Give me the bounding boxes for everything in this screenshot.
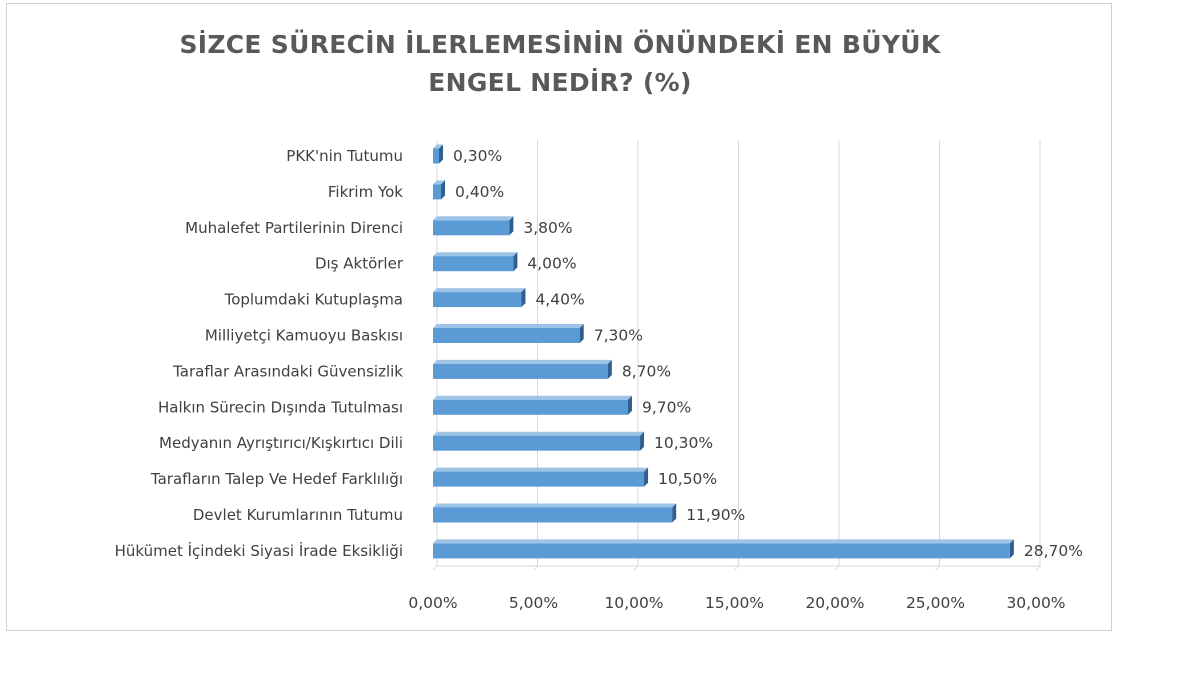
bar-front-8	[433, 435, 641, 451]
category-label-10: Devlet Kurumlarının Tutumu	[193, 506, 403, 524]
bar-top-9	[433, 467, 649, 472]
bar-9	[433, 467, 649, 487]
value-label-10: 11,90%	[686, 506, 745, 524]
bar-front-2	[433, 220, 510, 236]
bar-side-10	[672, 503, 677, 523]
value-label-5: 7,30%	[594, 327, 643, 345]
x-tick-label-3: 15,00%	[705, 594, 764, 612]
value-labels: 0,30% 0,40% 3,80% 4,00% 4,40% 7,30% 8,70% 9,70%…	[453, 147, 1083, 560]
value-label-3: 4,00%	[527, 255, 576, 273]
bar-8	[433, 431, 645, 451]
bar-side-2	[509, 216, 514, 236]
value-label-8: 10,30%	[654, 434, 713, 452]
value-label-11: 28,70%	[1024, 542, 1083, 560]
value-label-0: 0,30%	[453, 147, 502, 165]
x-axis-ticks: 0,00% 5,00% 10,00% 15,00% 20,00% 25,00% 30,00%	[408, 594, 1065, 612]
category-label-7: Halkın Sürecin Dışında Tutulması	[158, 398, 403, 416]
chart-title: SİZCE SÜRECİN İLERLEMESİNİN ÖNÜNDEKİ EN …	[7, 26, 1113, 102]
x-tick-label-2: 10,00%	[604, 594, 663, 612]
bar-top-10	[433, 503, 677, 508]
bars	[433, 144, 1014, 559]
bar-front-6	[433, 363, 608, 379]
value-label-7: 9,70%	[642, 398, 691, 416]
category-label-6: Taraflar Arasındaki Güvensizlik	[172, 362, 403, 380]
x-tick-label-1: 5,00%	[509, 594, 558, 612]
bar-side-7	[627, 395, 632, 415]
bar-side-4	[521, 288, 526, 308]
bar-front-1	[433, 184, 442, 200]
category-label-4: Toplumdaki Kutuplaşma	[224, 291, 403, 309]
bar-1	[433, 180, 446, 200]
x-tick-label-5: 25,00%	[906, 594, 965, 612]
x-tick-label-4: 20,00%	[805, 594, 864, 612]
bar-top-4	[433, 288, 526, 293]
gridline-foot-1	[533, 565, 538, 571]
gridline-foot-6	[1035, 565, 1041, 571]
category-label-8: Medyanın Ayrıştırıcı/Kışkırtıcı Dili	[159, 434, 403, 452]
bar-front-3	[433, 256, 514, 272]
bar-top-5	[433, 324, 584, 328]
bar-top-1	[433, 180, 446, 185]
value-label-6: 8,70%	[622, 362, 671, 380]
category-label-11: Hükümet İçindeki Siyasi İrade Eksikliği	[115, 541, 403, 560]
gridline-foot-3	[734, 565, 739, 571]
gridline-foot-2	[633, 565, 639, 571]
bar-top-2	[433, 216, 514, 221]
bar-side-1	[441, 180, 446, 200]
bar-side-6	[607, 359, 612, 379]
value-label-1: 0,40%	[455, 183, 504, 201]
bar-front-4	[433, 292, 522, 308]
category-label-5: Milliyetçi Kamuoyu Baskısı	[205, 327, 403, 345]
value-label-4: 4,40%	[535, 291, 584, 309]
bar-10	[433, 503, 677, 523]
gridlines	[432, 140, 1041, 571]
gridline-foot-4	[834, 565, 840, 571]
bar-front-10	[433, 507, 673, 523]
category-labels: PKK'nin Tutumu Fikrim Yok Muhalefet Partil…	[115, 147, 404, 560]
bar-3	[433, 252, 518, 272]
bar-top-7	[433, 395, 632, 400]
category-label-9: Tarafların Talep Ve Hedef Farklılığı	[150, 470, 403, 488]
chart-frame: SİZCE SÜRECİN İLERLEMESİNİN ÖNÜNDEKİ EN …	[6, 3, 1112, 631]
bar-11	[433, 539, 1014, 559]
value-label-9: 10,50%	[658, 470, 717, 488]
bar-0	[433, 144, 444, 164]
bar-top-6	[433, 359, 612, 364]
bar-top-8	[433, 431, 645, 436]
bar-front-11	[433, 543, 1010, 559]
bar-side-9	[644, 467, 649, 487]
bar-4	[433, 288, 526, 308]
bar-side-5	[579, 324, 584, 343]
bar-6	[433, 359, 612, 379]
bar-front-5	[433, 328, 580, 343]
bar-front-7	[433, 399, 628, 415]
bar-2	[433, 216, 514, 236]
bar-top-0	[433, 144, 444, 149]
bar-side-8	[640, 431, 645, 451]
bar-side-0	[439, 144, 444, 164]
bar-front-0	[433, 148, 440, 164]
value-label-2: 3,80%	[523, 219, 572, 237]
bar-7	[433, 395, 632, 415]
bar-side-11	[1009, 539, 1014, 559]
x-tick-label-0: 0,00%	[408, 594, 457, 612]
chart-title-line-1: SİZCE SÜRECİN İLERLEMESİNİN ÖNÜNDEKİ EN …	[179, 30, 941, 59]
bar-top-11	[433, 539, 1014, 544]
gridline-foot-5	[935, 565, 940, 571]
bar-top-3	[433, 252, 518, 257]
gridline-foot-0	[432, 565, 438, 571]
chart-title-line-2: ENGEL NEDİR? (%)	[428, 68, 692, 97]
category-label-2: Muhalefet Partilerinin Direnci	[185, 219, 403, 237]
category-label-3: Dış Aktörler	[315, 255, 404, 273]
bar-side-3	[513, 252, 518, 272]
bar-front-9	[433, 471, 645, 487]
category-label-1: Fikrim Yok	[328, 183, 403, 201]
x-tick-label-6: 30,00%	[1006, 594, 1065, 612]
category-label-0: PKK'nin Tutumu	[286, 147, 403, 165]
bar-5	[433, 324, 584, 343]
